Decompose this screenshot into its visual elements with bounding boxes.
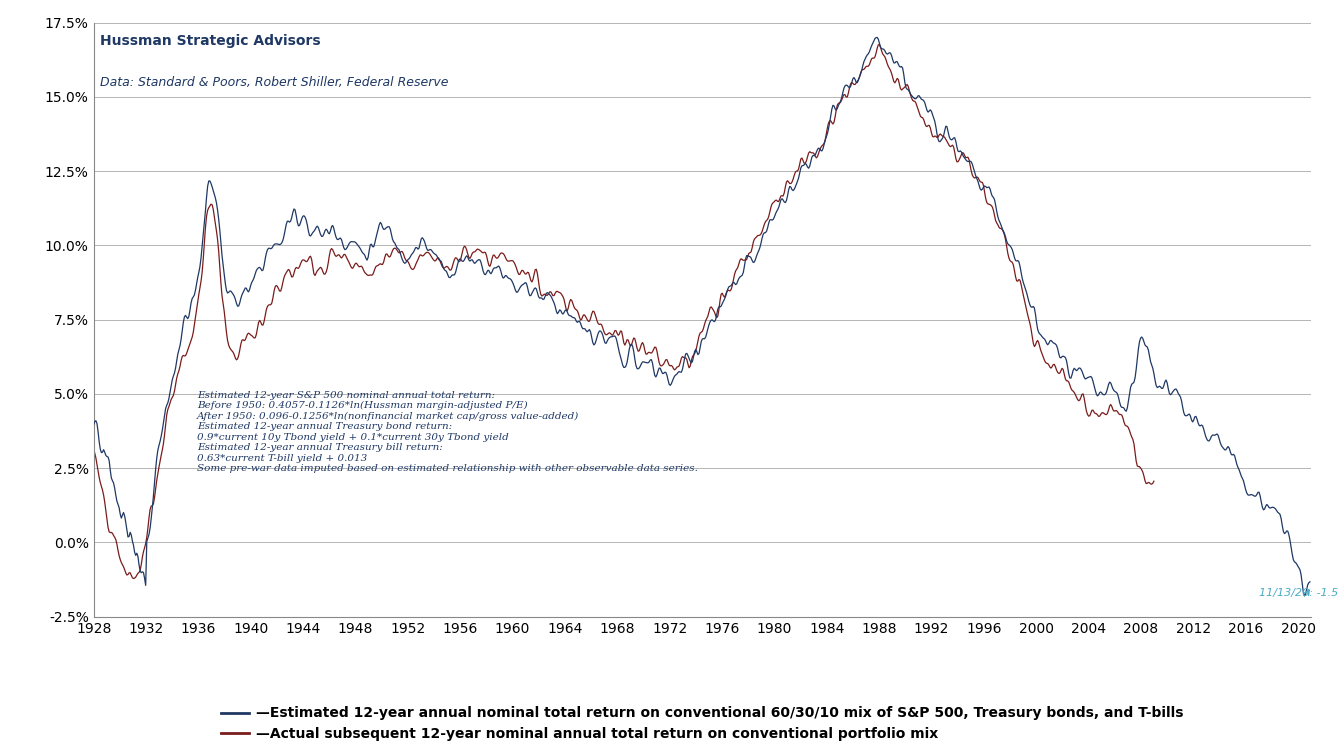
Text: Estimated 12-year S&P 500 nominal annual total return:
Before 1950: 0.4057-0.112: Estimated 12-year S&P 500 nominal annual… [197, 391, 698, 473]
Text: 11/13/20: -1.56%: 11/13/20: -1.56% [1259, 588, 1338, 598]
Legend: —Estimated 12-year annual nominal total return on conventional 60/30/10 mix of S: —Estimated 12-year annual nominal total … [215, 701, 1189, 747]
Text: Hussman Strategic Advisors: Hussman Strategic Advisors [100, 35, 320, 48]
Text: Data: Standard & Poors, Robert Shiller, Federal Reserve: Data: Standard & Poors, Robert Shiller, … [100, 76, 448, 89]
